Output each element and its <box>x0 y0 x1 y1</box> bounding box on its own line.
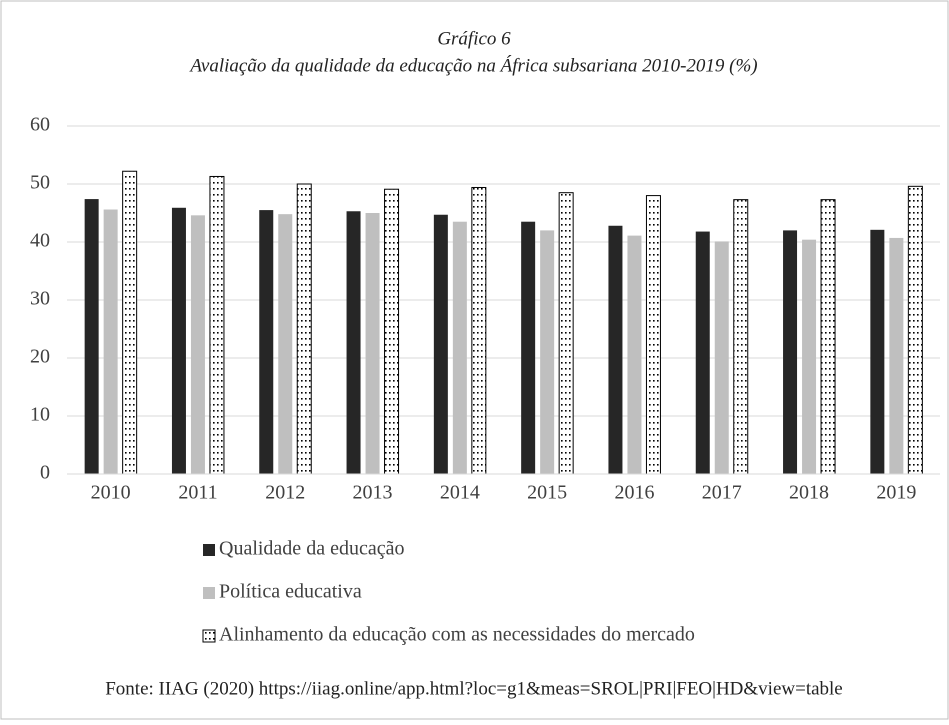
bar <box>346 211 361 474</box>
y-tick-label: 50 <box>30 172 50 194</box>
bar <box>84 199 99 474</box>
bar <box>802 239 817 474</box>
legend-swatch <box>203 587 215 599</box>
legend-swatch <box>203 544 215 556</box>
bar <box>384 188 400 475</box>
y-tick-label: 20 <box>30 346 50 368</box>
legend-label: Alinhamento da educação com as necessida… <box>219 624 695 646</box>
bar <box>627 235 642 474</box>
bar <box>365 213 380 474</box>
bar <box>433 214 448 475</box>
chart-title: Gráfico 6 <box>437 28 511 49</box>
bar <box>645 195 661 475</box>
x-tick-label: 2019 <box>876 482 916 504</box>
x-tick-label: 2014 <box>440 482 480 504</box>
bar <box>714 241 729 474</box>
bar <box>521 221 536 474</box>
y-tick-label: 30 <box>30 288 50 310</box>
bar <box>907 185 923 475</box>
bar <box>820 199 836 475</box>
bar <box>471 186 487 475</box>
bar <box>608 225 623 474</box>
bar <box>259 210 274 474</box>
x-tick-label: 2013 <box>353 482 393 504</box>
x-tick-label: 2011 <box>178 482 217 504</box>
source: Fonte: IIAG (2020) https://iiag.online/a… <box>105 678 843 699</box>
y-tick-label: 60 <box>30 114 50 136</box>
bar <box>540 230 555 474</box>
bar <box>558 192 574 475</box>
bar <box>783 230 798 474</box>
bar <box>209 175 225 475</box>
bar <box>190 215 205 474</box>
bar <box>122 170 138 475</box>
chart-subtitle: Avaliação da qualidade da educação na Áf… <box>188 54 757 76</box>
bar <box>452 221 467 474</box>
bar <box>695 231 710 474</box>
bar <box>278 214 293 474</box>
x-tick-label: 2018 <box>789 482 829 504</box>
y-tick-label: 10 <box>30 404 50 426</box>
legend-swatch <box>202 629 216 643</box>
bar <box>296 183 312 475</box>
legend-label: Política educativa <box>219 581 362 603</box>
x-tick-label: 2016 <box>614 482 654 504</box>
x-tick-label: 2015 <box>527 482 567 504</box>
bar <box>733 199 749 475</box>
y-tick-label: 0 <box>40 462 50 484</box>
bar <box>889 237 904 474</box>
x-tick-label: 2010 <box>91 482 131 504</box>
legend-label: Qualidade da educação <box>219 538 404 560</box>
bar <box>103 209 118 474</box>
y-tick-label: 40 <box>30 230 50 252</box>
bar <box>870 229 885 474</box>
bar <box>171 207 186 474</box>
x-tick-label: 2017 <box>702 482 742 504</box>
x-tick-label: 2012 <box>265 482 305 504</box>
